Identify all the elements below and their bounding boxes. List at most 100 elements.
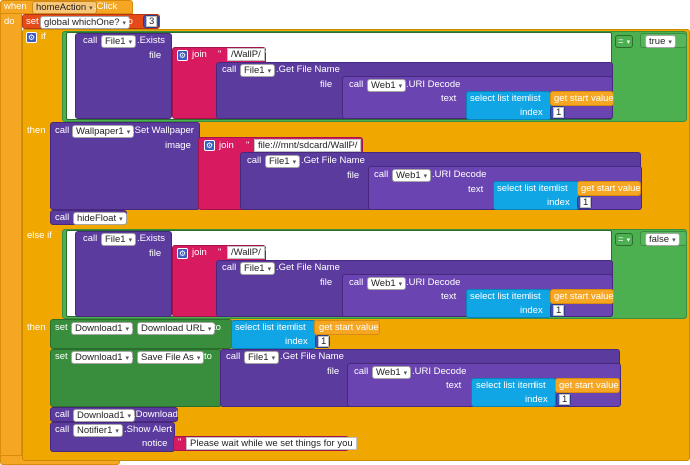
false-dropdown[interactable]: false ▾ — [645, 233, 680, 246]
notice-text[interactable]: Please wait while we set things for you — [186, 437, 357, 450]
uri-decode-method: .URI Decode — [412, 366, 467, 377]
sdcard-path-string[interactable]: file:///mnt/sdcard/WallP/ — [254, 139, 362, 152]
notice-param: notice — [142, 438, 168, 449]
show-alert-method: .Show Alert — [124, 424, 173, 435]
file-param: file — [347, 170, 360, 181]
call-keyword: call — [83, 35, 98, 46]
do-keyword: do — [4, 16, 15, 27]
download1-dropdown[interactable]: Download1 ▾ — [73, 409, 136, 422]
set-save-file-as-block[interactable] — [50, 349, 222, 407]
call-keyword: call — [222, 262, 237, 273]
call-keyword: call — [226, 351, 241, 362]
to-keyword: to — [204, 351, 212, 362]
index-number[interactable]: 1 — [318, 336, 330, 347]
get-file-name-method: .Get File Name — [276, 262, 340, 273]
wallpaper1-dropdown[interactable]: Wallpaper1 ▾ — [72, 125, 135, 138]
file1-dropdown[interactable]: File1 ▾ — [265, 155, 301, 168]
true-dropdown[interactable]: true ▾ — [645, 35, 676, 48]
get-start-value-label: get start value — [319, 322, 379, 333]
web1-dropdown[interactable]: Web1 ▾ — [367, 79, 407, 92]
join-keyword: join — [192, 49, 207, 60]
text-param: text — [441, 93, 457, 104]
text-param: text — [446, 380, 462, 391]
quote-close: " — [352, 140, 356, 150]
call-keyword: call — [374, 169, 389, 180]
get-start-value-block[interactable] — [555, 378, 620, 393]
call-keyword: call — [349, 277, 364, 288]
compare-op-dropdown[interactable]: = ▾ — [615, 35, 634, 48]
select-list-item-label: select list item — [235, 322, 295, 333]
call-keyword: call — [222, 64, 237, 75]
number-value[interactable]: 3 — [146, 16, 158, 27]
exists-method: .Exists — [137, 35, 165, 46]
select-list-item-block[interactable] — [471, 378, 556, 407]
wallp-string[interactable]: /WallP/ — [227, 48, 265, 61]
hidefloat-dropdown[interactable]: hideFloat ▾ — [73, 212, 127, 225]
file-param: file — [149, 50, 162, 61]
web1-dropdown[interactable]: Web1 ▾ — [372, 366, 412, 379]
save-file-as-property-dropdown[interactable]: Save File As ▾ — [137, 351, 205, 364]
set-keyword: set — [55, 351, 68, 362]
global-variable-dropdown[interactable]: global whichOne? ▾ — [40, 16, 131, 29]
web1-dropdown[interactable]: Web1 ▾ — [367, 277, 407, 290]
download-url-property-dropdown[interactable]: Download URL ▾ — [137, 322, 216, 335]
text-param: text — [468, 184, 484, 195]
join-gear-icon[interactable]: ⚙ — [177, 50, 188, 61]
index-number[interactable]: 1 — [553, 107, 565, 118]
download-method: .Download — [133, 409, 178, 420]
download1-dropdown[interactable]: Download1 ▾ — [71, 322, 134, 335]
call-keyword: call — [247, 155, 262, 166]
file1-dropdown[interactable]: File1 ▾ — [101, 35, 137, 48]
quote-open: " — [218, 49, 222, 59]
get-start-value-label: get start value — [554, 93, 614, 104]
text-param: text — [441, 291, 457, 302]
then-keyword: then — [27, 125, 46, 136]
get-start-value-block[interactable] — [550, 289, 614, 304]
set-keyword: set — [26, 16, 39, 27]
file1-dropdown[interactable]: File1 ▾ — [244, 351, 280, 364]
list-param: list — [529, 93, 541, 104]
if-keyword: if — [41, 31, 46, 42]
select-list-item-block[interactable] — [493, 181, 579, 210]
get-start-value-block[interactable] — [314, 320, 380, 335]
select-list-item-block[interactable] — [466, 289, 551, 318]
wallp-string[interactable]: /WallP/ — [227, 246, 265, 259]
file1-dropdown[interactable]: File1 ▾ — [240, 262, 276, 275]
join-gear-icon[interactable]: ⚙ — [177, 248, 188, 259]
index-number[interactable]: 1 — [559, 394, 571, 405]
join-keyword: join — [219, 140, 234, 151]
web1-dropdown[interactable]: Web1 ▾ — [392, 169, 432, 182]
call-keyword: call — [83, 233, 98, 244]
download1-dropdown[interactable]: Download1 ▾ — [71, 351, 134, 364]
list-param: list — [556, 183, 568, 194]
then-keyword-2: then — [27, 322, 46, 333]
select-list-item-block[interactable] — [466, 91, 551, 120]
index-param: index — [520, 107, 543, 118]
file-param: file — [327, 366, 340, 377]
get-start-value-block[interactable] — [550, 91, 614, 106]
index-param: index — [547, 197, 570, 208]
when-keyword: when — [4, 1, 27, 12]
get-file-name-method: .Get File Name — [301, 155, 365, 166]
file1-dropdown[interactable]: File1 ▾ — [101, 233, 137, 246]
event-name: .Click — [94, 1, 118, 12]
image-param: image — [165, 140, 191, 151]
file1-dropdown[interactable]: File1 ▾ — [240, 64, 276, 77]
call-keyword: call — [349, 79, 364, 90]
join-gear-icon[interactable]: ⚙ — [204, 140, 215, 151]
uri-decode-method: .URI Decode — [406, 277, 461, 288]
index-number[interactable]: 1 — [580, 197, 592, 208]
index-param: index — [285, 336, 308, 347]
index-number[interactable]: 1 — [553, 305, 565, 316]
compare-op-dropdown[interactable]: = ▾ — [615, 233, 634, 246]
select-list-item-label: select list item — [476, 380, 536, 391]
component-dropdown[interactable]: homeAction ▾ — [32, 1, 97, 14]
join-keyword: join — [192, 247, 207, 258]
get-start-value-block[interactable] — [577, 181, 641, 196]
notifier1-dropdown[interactable]: Notifier1 ▾ — [73, 424, 123, 437]
mutator-gear-icon[interactable]: ⚙ — [26, 32, 37, 43]
quote-open: " — [218, 247, 222, 257]
call-keyword: call — [354, 366, 369, 377]
quote-open: " — [246, 140, 250, 150]
uri-decode-method: .URI Decode — [406, 79, 461, 90]
